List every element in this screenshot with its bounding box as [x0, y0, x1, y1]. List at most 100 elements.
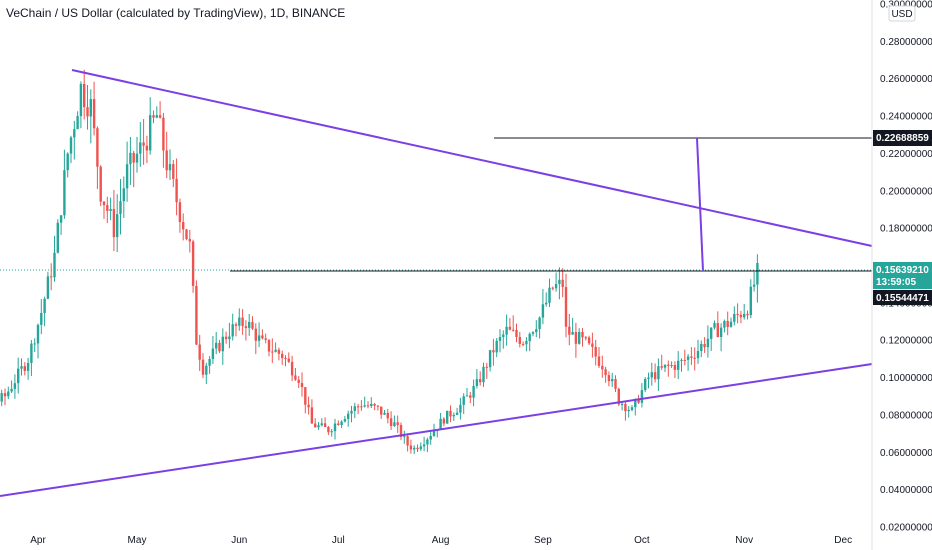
- candle: [429, 430, 432, 445]
- candle: [56, 219, 59, 254]
- candle: [518, 331, 521, 348]
- y-tick-label: 0.12000000: [880, 336, 932, 347]
- candle: [314, 418, 317, 428]
- candle: [267, 339, 271, 357]
- candle: [726, 311, 729, 336]
- y-tick-label: 0.20000000: [880, 186, 932, 197]
- candle: [686, 354, 690, 371]
- candle: [17, 357, 20, 394]
- measured-move-line[interactable]: [696, 137, 704, 272]
- x-tick-label: Jul: [332, 535, 345, 546]
- candle: [409, 439, 413, 454]
- candle: [287, 352, 290, 364]
- candle: [541, 289, 545, 325]
- candles: [0, 69, 759, 454]
- candle: [650, 362, 653, 386]
- candle: [472, 379, 475, 407]
- candle: [46, 271, 50, 300]
- candle: [558, 267, 561, 300]
- candle: [719, 323, 723, 352]
- upper-trendline[interactable]: [71, 69, 873, 247]
- candle: [488, 350, 492, 372]
- chart-title: VeChain / US Dollar (calculated by Tradi…: [6, 6, 346, 20]
- candle: [581, 328, 584, 347]
- candle: [63, 149, 66, 219]
- candle: [188, 229, 191, 253]
- candle: [73, 120, 76, 160]
- candle: [300, 372, 304, 397]
- candle: [221, 328, 224, 365]
- candle: [442, 417, 446, 427]
- candle: [238, 308, 241, 331]
- candle: [307, 396, 310, 415]
- candle: [102, 201, 106, 219]
- candle: [739, 310, 743, 324]
- candle: [426, 437, 429, 453]
- candle: [30, 339, 33, 377]
- candle: [396, 415, 399, 433]
- candle: [218, 339, 221, 354]
- candle: [0, 389, 3, 407]
- candle: [264, 333, 267, 344]
- candle: [182, 213, 185, 241]
- candle: [746, 310, 749, 320]
- candle: [446, 410, 449, 424]
- candle: [277, 347, 281, 361]
- candle: [356, 403, 360, 415]
- y-tick-label: 0.18000000: [880, 224, 932, 235]
- candle: [89, 89, 92, 144]
- candle: [452, 412, 455, 421]
- x-tick-label: Nov: [735, 535, 753, 546]
- candle: [690, 347, 693, 365]
- candle: [13, 374, 17, 399]
- time-axis[interactable]: Apr May Jun Jul Aug Sep Oct Nov Dec: [30, 535, 852, 546]
- candle: [310, 399, 314, 424]
- candle: [574, 322, 578, 358]
- candle: [554, 272, 558, 292]
- candle: [634, 398, 637, 416]
- candle: [693, 347, 696, 371]
- candle: [502, 330, 505, 349]
- candle: [43, 296, 46, 327]
- candle: [116, 194, 119, 253]
- candle: [713, 320, 716, 330]
- candle: [413, 445, 416, 454]
- y-tick-label: 0.10000000: [880, 373, 932, 384]
- candle: [512, 315, 515, 332]
- candle: [330, 428, 333, 437]
- candle: [383, 409, 386, 415]
- candle: [7, 386, 10, 400]
- candle: [36, 323, 40, 359]
- candle: [125, 141, 129, 202]
- candle: [578, 328, 581, 345]
- candle: [257, 322, 261, 348]
- currency-badge[interactable]: [888, 5, 916, 22]
- candle: [498, 329, 502, 353]
- candle: [752, 271, 756, 292]
- candle: [290, 355, 294, 382]
- candle: [614, 375, 617, 393]
- candle: [366, 401, 370, 409]
- candle: [729, 317, 733, 328]
- candle: [135, 136, 139, 173]
- candle: [469, 391, 472, 404]
- candle: [363, 396, 366, 408]
- candle: [139, 121, 142, 167]
- candle: [389, 411, 393, 430]
- candle: [119, 178, 122, 235]
- candle: [224, 331, 228, 344]
- candle: [604, 366, 607, 383]
- candle: [673, 361, 677, 378]
- lower-trendline[interactable]: [0, 363, 873, 497]
- candle: [640, 383, 644, 408]
- candle: [422, 436, 426, 452]
- candle: [677, 351, 680, 380]
- y-tick-label: 0.26000000: [880, 74, 932, 85]
- candle: [234, 322, 238, 337]
- candle: [653, 363, 657, 383]
- candle: [360, 400, 363, 411]
- y-tick-label: 0.30000000: [880, 0, 932, 11]
- candle: [172, 159, 175, 188]
